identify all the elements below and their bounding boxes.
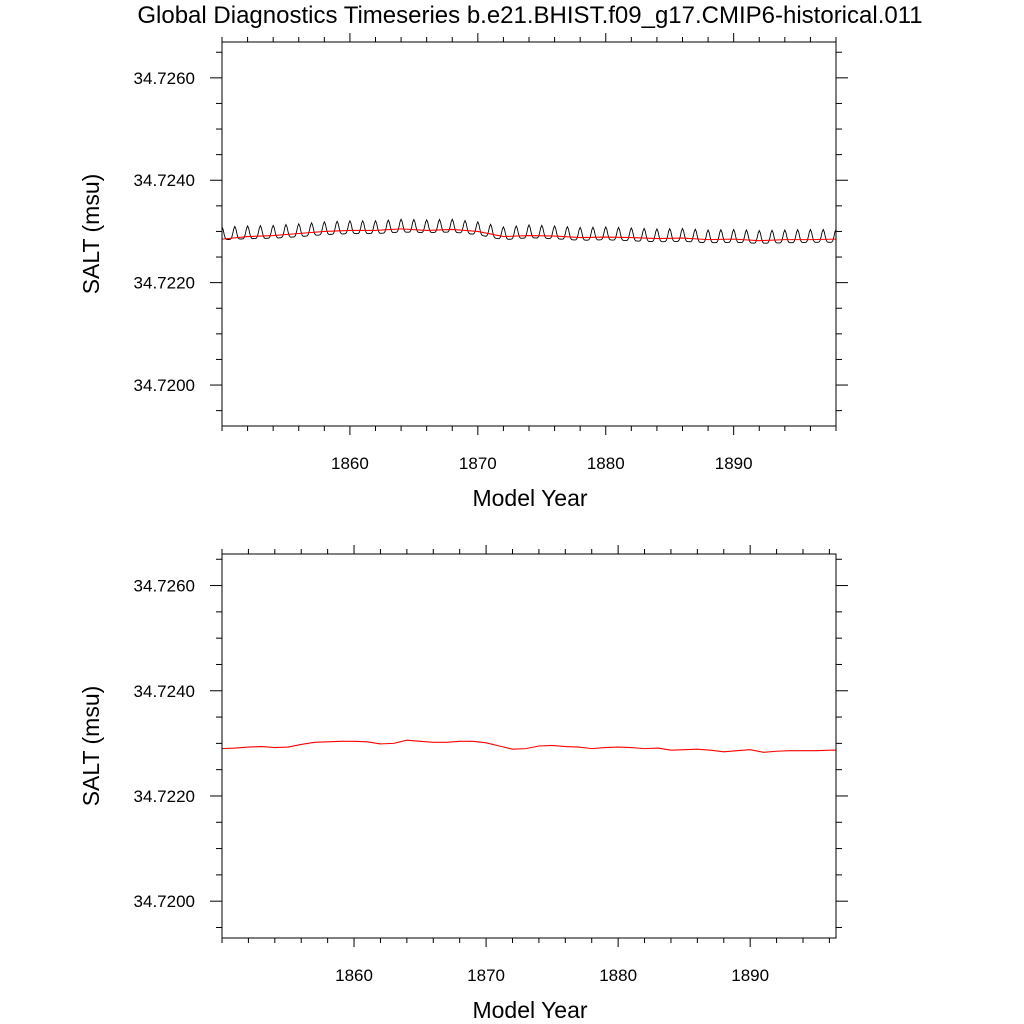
plot-frame (221, 41, 837, 427)
x-tick-label: 1890 (715, 454, 753, 473)
y-tick-label: 34.7260 (134, 577, 195, 596)
x-tick-label: 1860 (331, 454, 369, 473)
y-tick-label: 34.7200 (134, 892, 195, 911)
x-tick-label: 1880 (599, 966, 637, 985)
x-tick-label: 1860 (335, 966, 373, 985)
top-panel: 1860 1870 1880 1890 34.7200 34.7220 34.7240 34.… (78, 33, 848, 511)
plot-frame (221, 553, 837, 939)
x-axis-label: Model Year (472, 485, 587, 511)
y-tick-label: 34.7240 (134, 682, 195, 701)
page-title: Global Diagnostics Timeseries b.e21.BHIS… (137, 2, 923, 29)
y-axis-label: SALT (msu) (78, 686, 104, 807)
annual-series-line (222, 739, 836, 753)
y-tick-label: 34.7260 (134, 69, 195, 88)
annual-series-line (222, 228, 836, 242)
y-axis-label: SALT (msu) (78, 174, 104, 295)
x-axis-label: Model Year (472, 997, 587, 1023)
x-tick-label: 1880 (587, 454, 625, 473)
x-tick-label: 1870 (459, 454, 497, 473)
monthly-series-line (222, 218, 836, 244)
bottom-panel: 1860 1870 1880 1890 34.7200 34.7220 34.7240 34.… (78, 545, 848, 1023)
y-tick-label: 34.7220 (134, 274, 195, 293)
y-tick-label: 34.7200 (134, 376, 195, 395)
x-tick-label: 1870 (467, 966, 505, 985)
y-tick-label: 34.7240 (134, 171, 195, 190)
y-tick-label: 34.7220 (134, 787, 195, 806)
x-tick-label: 1890 (731, 966, 769, 985)
